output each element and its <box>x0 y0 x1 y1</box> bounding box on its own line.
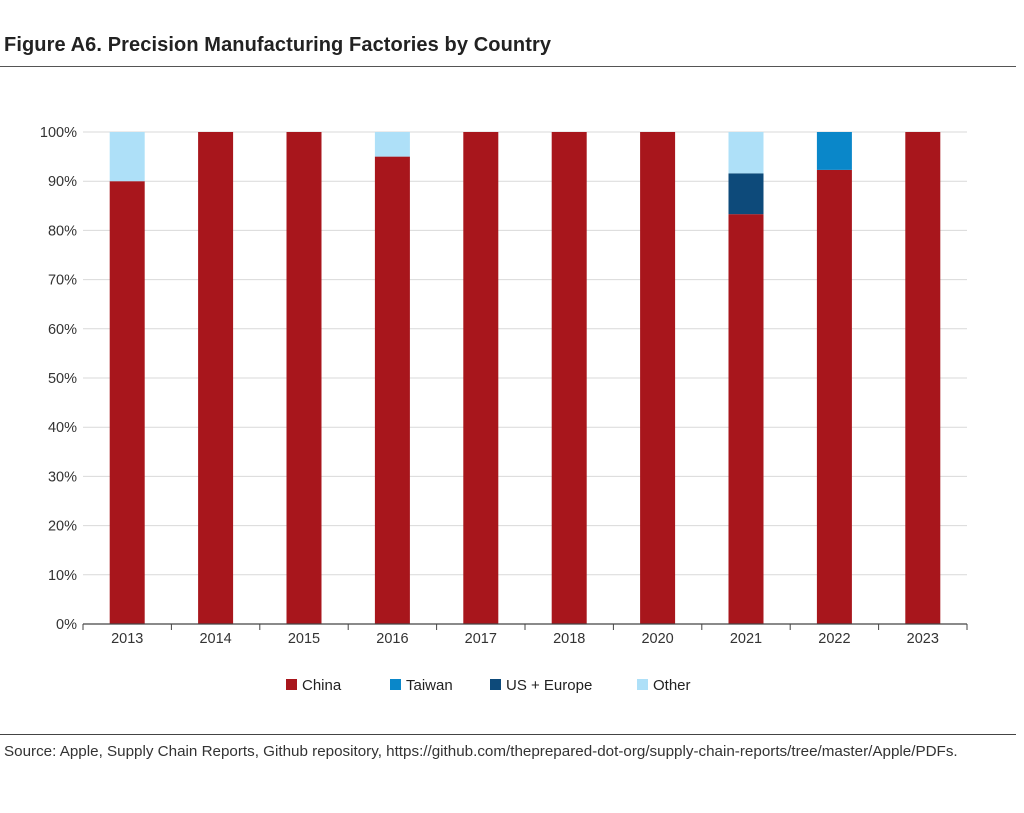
bar-segment-china-2023 <box>905 132 941 624</box>
x-tick-label: 2022 <box>818 631 850 647</box>
bar-segment-other-2013 <box>109 132 145 182</box>
y-tick-label: 40% <box>48 420 77 436</box>
legend-label: Other <box>653 677 691 694</box>
bar-segment-other-2021 <box>728 132 764 174</box>
legend-swatch <box>637 679 648 690</box>
y-tick-label: 80% <box>48 223 77 239</box>
y-tick-label: 70% <box>48 273 77 289</box>
y-tick-label: 90% <box>48 174 77 190</box>
y-tick-label: 30% <box>48 469 77 485</box>
legend-label: Taiwan <box>406 677 453 694</box>
x-tick-label: 2021 <box>730 631 762 647</box>
y-tick-label: 60% <box>48 322 77 338</box>
legend-label: China <box>302 677 342 694</box>
y-tick-label: 10% <box>48 568 77 584</box>
bar-segment-china-2017 <box>463 132 499 624</box>
bar-segment-taiwan-2022 <box>816 132 852 170</box>
legend-swatch <box>286 679 297 690</box>
source-note: Source: Apple, Supply Chain Reports, Git… <box>4 743 958 760</box>
x-tick-label: 2014 <box>199 631 231 647</box>
bar-segment-china-2015 <box>286 132 322 624</box>
legend: China Taiwan US + Europe Other <box>286 677 691 694</box>
bar-segment-china-2016 <box>374 156 410 624</box>
legend-swatch <box>390 679 401 690</box>
bar-segment-us-europe-2021 <box>728 173 764 215</box>
x-tick-label: 2016 <box>376 631 408 647</box>
x-tick-label: 2015 <box>288 631 320 647</box>
bar-segment-china-2021 <box>728 214 764 624</box>
x-tick-label: 2013 <box>111 631 143 647</box>
bar-stacks <box>109 132 941 624</box>
bar-segment-china-2020 <box>640 132 676 624</box>
y-tick-labels: 0% 10% 20% 30% 40% 50% 60% 70% 80% 90% 100% <box>40 125 77 633</box>
axes <box>82 623 968 630</box>
y-tick-label: 20% <box>48 519 77 535</box>
bar-segment-china-2018 <box>551 132 587 624</box>
stacked-bar-chart: 0%10%20%30%40%50%60%70%80%90%100% 2013 20… <box>40 125 968 694</box>
figure-title: Figure A6. Precision Manufacturing Facto… <box>4 34 552 56</box>
bar-segment-china-2022 <box>816 169 852 624</box>
y-tick-label: 0% <box>56 617 77 633</box>
y-tick-label: 50% <box>48 371 77 387</box>
x-tick-label: 2017 <box>465 631 497 647</box>
bar-segment-other-2016 <box>374 132 410 157</box>
x-tick-label: 2020 <box>641 631 673 647</box>
x-tick-label: 2023 <box>907 631 939 647</box>
legend-label: US + Europe <box>506 677 592 694</box>
footer-divider <box>0 734 1016 735</box>
x-tick-label: 2018 <box>553 631 585 647</box>
x-tick-labels: 2013 2014 2015 2016 2017 2018 2020 2021 2022 2023 <box>111 631 939 647</box>
bar-segment-china-2013 <box>109 181 145 624</box>
legend-swatch <box>490 679 501 690</box>
bar-segment-china-2014 <box>198 132 234 624</box>
y-tick-label: 100% <box>40 125 77 141</box>
title-divider <box>0 66 1016 67</box>
